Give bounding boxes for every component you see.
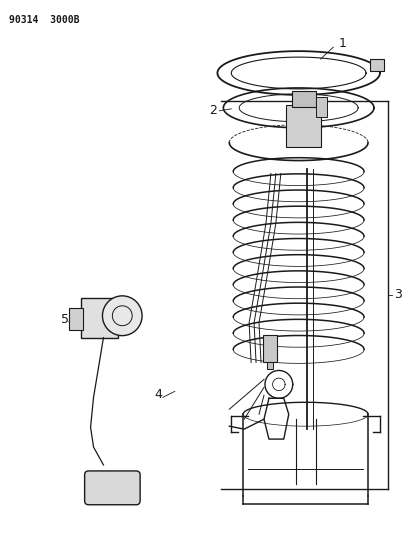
- FancyBboxPatch shape: [85, 471, 140, 505]
- Bar: [81, 298, 118, 337]
- Text: 4: 4: [154, 388, 162, 401]
- Bar: [292, 91, 315, 107]
- Text: 1: 1: [338, 37, 346, 50]
- Text: 3: 3: [394, 288, 402, 301]
- Bar: [315, 97, 327, 117]
- Text: 5: 5: [61, 313, 69, 326]
- Bar: [267, 361, 273, 369]
- Bar: [370, 59, 384, 70]
- Bar: [263, 335, 277, 362]
- Circle shape: [102, 296, 142, 336]
- Text: 90314  3000B: 90314 3000B: [9, 15, 80, 25]
- Bar: [69, 308, 83, 330]
- Bar: [286, 105, 322, 147]
- Text: 2: 2: [209, 104, 217, 117]
